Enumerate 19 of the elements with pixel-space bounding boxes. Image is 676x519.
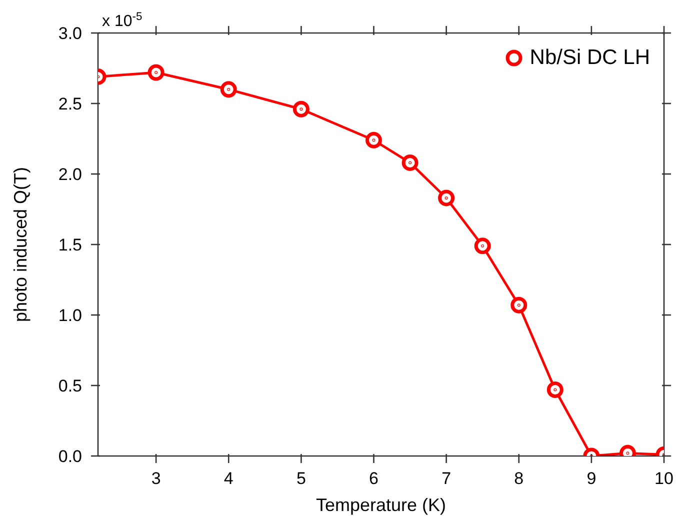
y-tick-label: 1.5	[58, 236, 82, 254]
legend-label: Nb/Si DC LH	[530, 46, 650, 70]
y-tick-label: 0.0	[58, 447, 82, 466]
y-tick-label: 1.0	[58, 306, 82, 325]
y-tick-label: 3.0	[58, 24, 82, 43]
y-tick-label: 0.5	[58, 376, 82, 396]
x-tick-label: 7	[442, 469, 452, 488]
x-tick-label: 8	[514, 469, 524, 488]
y-tick-label: 2.5	[58, 94, 82, 114]
x-tick-label: 6	[369, 469, 378, 488]
x-tick-label: 10	[654, 469, 674, 488]
y-axis-title: photo induced Q(T)	[10, 166, 30, 322]
x-tick-label: 4	[224, 469, 234, 488]
x-tick-label: 9	[586, 469, 596, 488]
y-tick-label: 2.0	[58, 165, 82, 184]
x-tick-label: 5	[296, 469, 306, 488]
x-axis-title: Temperature (K)	[316, 495, 446, 515]
text: x 10$^{-5}$	[102, 11, 142, 30]
x-tick-label: 3	[151, 469, 161, 488]
